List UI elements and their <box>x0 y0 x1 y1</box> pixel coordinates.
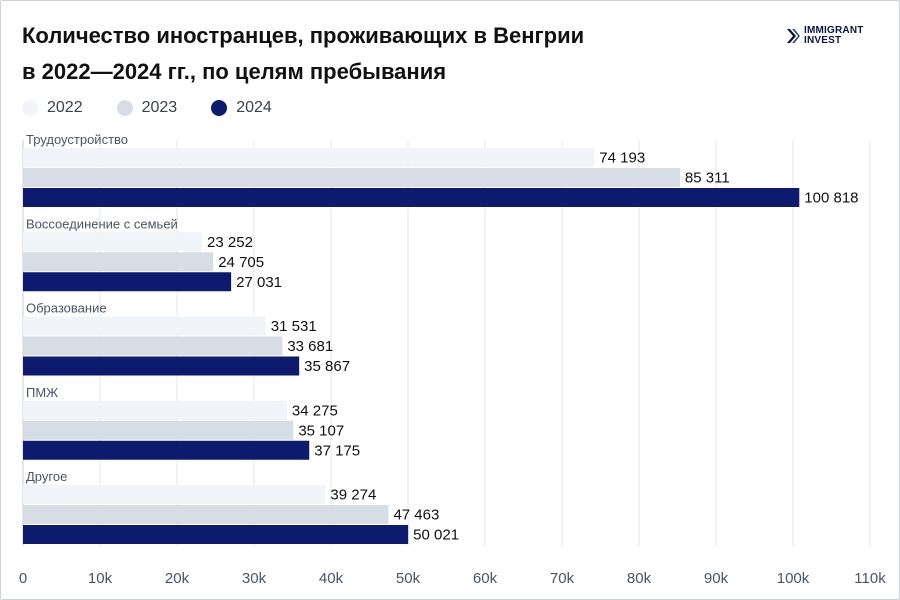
value-label-0-2022: 74 193 <box>599 150 645 167</box>
bar-0-2023 <box>23 168 680 187</box>
value-label-1-2023: 24 705 <box>218 254 264 271</box>
chart-title-line-2: в 2022—2024 гг., по целям пребывания <box>22 59 447 84</box>
category-label-0: Трудоустройство <box>26 132 128 147</box>
bar-0-2022 <box>23 148 595 167</box>
chart-legend: 2022 2023 2024 <box>22 99 306 117</box>
bar-2-2023 <box>23 336 283 356</box>
chart-title: Количество иностранцев, проживающих в Ве… <box>22 18 702 90</box>
legend-item-2024: 2024 <box>211 99 272 117</box>
legend-swatch-2024 <box>211 100 228 116</box>
bar-3-2023 <box>23 420 294 440</box>
value-label-0-2024: 100 818 <box>804 190 858 207</box>
x-tick-label-0: 0 <box>19 570 27 587</box>
value-label-1-2024: 27 031 <box>236 274 282 291</box>
category-label-4: Другое <box>26 469 67 484</box>
x-tick-label-5: 50k <box>396 570 421 587</box>
value-label-4-2023: 47 463 <box>393 507 439 524</box>
value-label-2-2023: 33 681 <box>287 338 333 355</box>
chart-title-line-1: Количество иностранцев, проживающих в Ве… <box>22 23 585 48</box>
brand-logo: IMMIGRANT INVEST <box>786 26 864 46</box>
bar-0-2024 <box>23 188 800 207</box>
value-label-1-2022: 23 252 <box>207 234 253 251</box>
category-label-2: Образование <box>26 301 107 316</box>
value-label-4-2022: 39 274 <box>330 487 376 504</box>
legend-swatch-2022 <box>22 100 38 116</box>
value-label-4-2024: 50 021 <box>413 527 459 544</box>
bar-4-2022 <box>23 485 326 504</box>
bar-1-2024 <box>23 272 232 292</box>
category-label-3: ПМЖ <box>26 385 58 400</box>
logo-text-line-1: IMMIGRANT <box>804 25 864 36</box>
x-tick-label-4: 40k <box>319 570 344 587</box>
x-tick-label-1: 10k <box>88 570 113 587</box>
bar-2-2022 <box>23 316 266 336</box>
logo-text-line-2: INVEST <box>804 35 842 46</box>
x-tick-label-10: 100k <box>777 570 810 587</box>
value-label-3-2023: 35 107 <box>298 422 344 439</box>
legend-label-2022: 2022 <box>47 99 83 116</box>
bar-3-2022 <box>23 400 287 420</box>
x-tick-label-8: 80k <box>627 570 652 587</box>
bar-1-2023 <box>23 252 214 272</box>
logo-text: IMMIGRANT INVEST <box>804 26 864 46</box>
legend-item-2022: 2022 <box>22 99 83 117</box>
value-label-0-2023: 85 311 <box>685 170 730 187</box>
bar-1-2022 <box>23 232 203 252</box>
value-label-3-2024: 37 175 <box>314 442 360 459</box>
value-label-2-2022: 31 531 <box>271 318 317 335</box>
bar-2-2024 <box>23 356 300 376</box>
category-label-1: Воссоединение с семьей <box>26 216 178 231</box>
immigrant-invest-logo-icon <box>787 29 800 43</box>
bar-4-2023 <box>23 505 389 524</box>
value-label-2-2024: 35 867 <box>304 358 350 375</box>
x-tick-label-11: 110k <box>854 570 886 587</box>
value-label-3-2022: 34 275 <box>292 402 338 419</box>
legend-label-2023: 2023 <box>141 99 178 116</box>
x-tick-label-7: 70k <box>550 570 575 587</box>
legend-label-2024: 2024 <box>236 99 272 116</box>
x-tick-label-9: 90k <box>704 570 729 587</box>
x-tick-label-3: 30k <box>242 570 267 587</box>
bar-4-2024 <box>23 525 409 544</box>
x-tick-label-6: 60k <box>473 570 498 587</box>
bar-3-2024 <box>23 440 310 460</box>
x-tick-label-2: 20k <box>165 570 190 587</box>
legend-item-2023: 2023 <box>116 99 178 117</box>
legend-swatch-2023 <box>116 100 133 116</box>
